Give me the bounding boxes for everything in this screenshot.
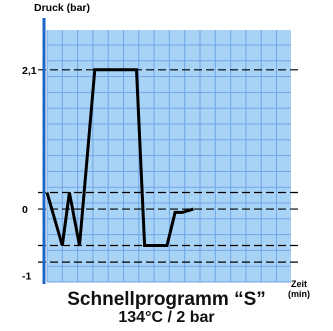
- chart-subtitle: 134°C / 2 bar: [118, 309, 215, 326]
- chart-title: Schnellprogramm “S”: [67, 289, 266, 310]
- y-tick-label: -1: [22, 270, 31, 282]
- y-tick-label: 0: [22, 204, 28, 216]
- grid-layer: [46, 30, 291, 283]
- y-axis-label: Druck (bar): [34, 2, 90, 14]
- x-axis-unit: (min): [288, 289, 310, 299]
- y-tick-label: 2,1: [22, 65, 37, 77]
- x-axis-label: Zeit: [291, 279, 307, 289]
- tick-label-layer: 2,1 0 -1: [22, 65, 37, 283]
- pressure-series-line: [45, 68, 194, 247]
- series-layer: [45, 68, 194, 247]
